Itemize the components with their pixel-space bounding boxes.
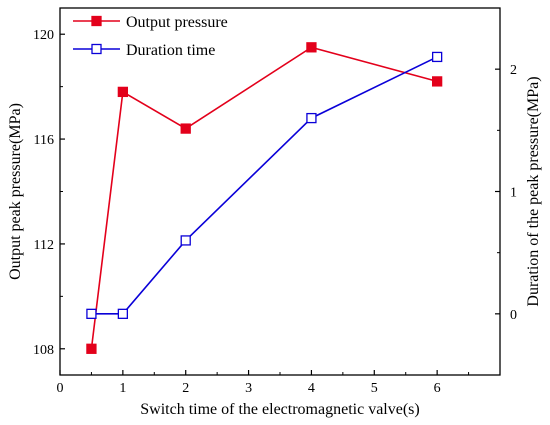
series-line-2 xyxy=(91,56,438,315)
y-right-tick-label: 1 xyxy=(510,186,517,201)
x-tick-label: 2 xyxy=(182,381,189,396)
series-2-point xyxy=(431,51,443,63)
x-tick-label: 1 xyxy=(119,381,126,396)
series-1-point xyxy=(180,123,191,134)
series-1-point xyxy=(431,76,443,87)
x-tick-label: 0 xyxy=(57,381,64,396)
legend-label: Duration time xyxy=(126,42,215,59)
y-left-tick-label: 112 xyxy=(34,238,54,253)
plot-frame xyxy=(59,7,501,376)
y-left-tick-label: 108 xyxy=(33,343,54,358)
series-2-point xyxy=(306,112,317,124)
y-axis-left-label: Output peak pressure(MPa) xyxy=(7,103,24,280)
y-right-tick-label: 0 xyxy=(510,308,517,323)
x-tick-label: 6 xyxy=(434,381,441,396)
y-axis-right-label: Duration of the peak pressure(MPa) xyxy=(525,76,542,306)
x-tick-label: 4 xyxy=(308,381,315,396)
x-tick-label: 3 xyxy=(245,381,252,396)
series-1-point xyxy=(86,343,97,354)
series-2-point xyxy=(117,308,129,319)
ticks-layer: 0 1 2 3 4 5 6 108 112 116 120 0 1 2 xyxy=(33,28,517,396)
x-tick-label: 5 xyxy=(371,381,378,396)
x-axis-label: Switch time of the electromagnetic valve… xyxy=(140,401,419,418)
series-1-point xyxy=(306,42,317,53)
y-right-tick-label: 2 xyxy=(510,63,517,78)
y-left-tick-label: 120 xyxy=(33,28,54,43)
series-line-1 xyxy=(90,46,438,349)
legend: Output pressure Duration time xyxy=(73,14,228,59)
series-2-point xyxy=(180,235,191,246)
legend-marker xyxy=(91,43,102,55)
legend-marker xyxy=(91,15,102,27)
y-left-tick-label: 116 xyxy=(34,133,54,148)
series-2-point xyxy=(86,308,97,319)
legend-label: Output pressure xyxy=(126,14,228,31)
series-layer xyxy=(86,42,443,354)
series-1-point xyxy=(117,86,129,98)
